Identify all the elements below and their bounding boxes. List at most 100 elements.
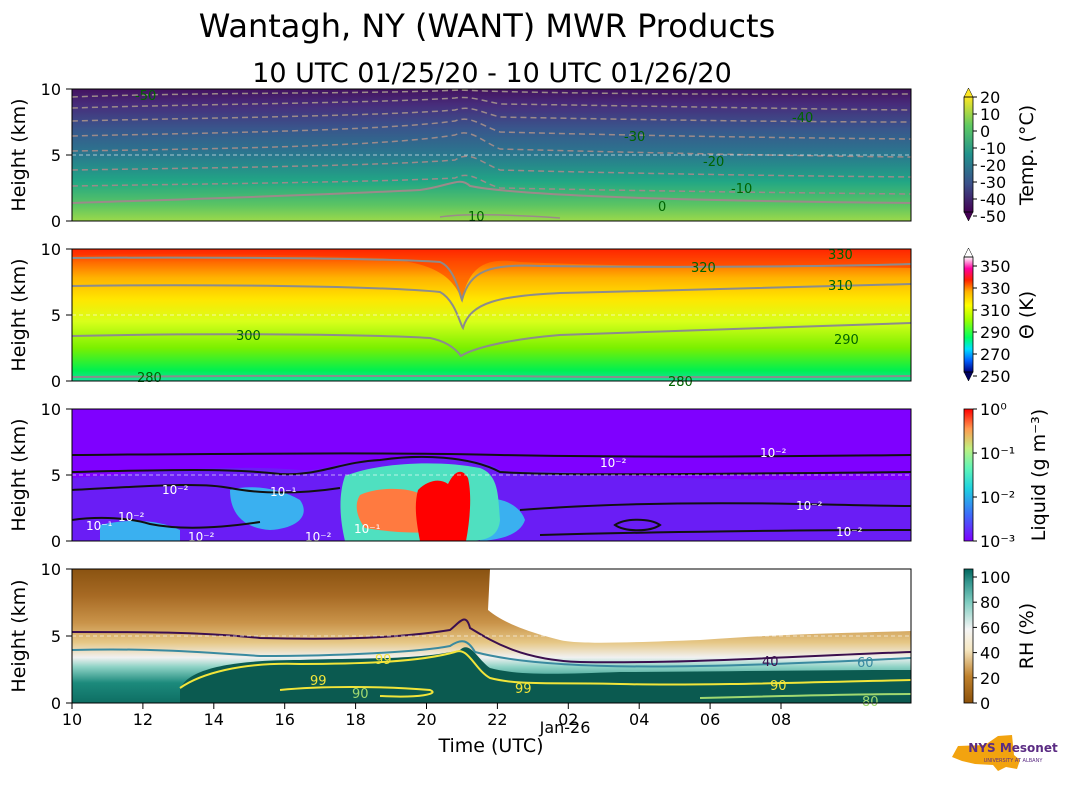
temp-contour-label: 10 [468, 210, 485, 225]
x-tick-label: 22 [487, 710, 507, 729]
colorbar-tick-label: -20 [980, 156, 1006, 175]
liquid-contour-label: 10⁻² [118, 510, 145, 524]
rh-saturated-layer [180, 647, 911, 703]
theta-panel: 280 300 290 310 320 330 280 0 5 10 Heigh… [8, 240, 912, 391]
figure-title: Wantagh, NY (WANT) MWR Products [199, 7, 775, 45]
theta-contour-label: 280 [668, 375, 693, 390]
colorbar-frame [963, 408, 974, 542]
theta-contour-label: 300 [236, 329, 261, 344]
y-tick-label: 10 [41, 80, 61, 99]
y-tick-label: 0 [51, 694, 61, 713]
rh-contour-label: 90 [770, 679, 787, 694]
colorbar-tick-label: 270 [980, 345, 1011, 364]
y-axis-label: Height (km) [8, 258, 30, 371]
liquid-red-core [415, 471, 471, 541]
theta-contour-label: 330 [828, 248, 853, 263]
rh-contour-label: 60 [857, 656, 874, 671]
temp-contour-label: -10 [731, 182, 752, 197]
temperature-panel: -50 -40 -30 -20 -10 0 10 0 5 10 Height (… [8, 80, 912, 231]
y-tick-label: 10 [41, 240, 61, 259]
figure-subtitle: 10 UTC 01/25/20 - 10 UTC 01/26/20 [252, 58, 732, 89]
theta-contour-label: 290 [834, 333, 859, 348]
y-tick-label: 5 [51, 146, 61, 165]
y-tick-label: 5 [51, 466, 61, 485]
liquid-colorbar: 10⁰ 10⁻¹ 10⁻² 10⁻³ Liquid (g m⁻³) [963, 400, 1050, 551]
colorbar-tick-label: 10⁻¹ [980, 444, 1015, 463]
x-tick-label: 02 [558, 710, 578, 729]
colorbar-gradient [964, 569, 973, 703]
x-tick-label: 14 [204, 710, 224, 729]
liquid-contour-label: 10⁻¹ [86, 519, 113, 533]
colorbar-gradient [964, 97, 973, 212]
colorbar-tick-label: -50 [980, 207, 1006, 226]
logo-text: NYS Mesonet [968, 741, 1058, 755]
x-tick-label: 18 [345, 710, 365, 729]
colorbar-tick-label: 100 [980, 568, 1011, 587]
theta-contour-label: 320 [691, 261, 716, 276]
colorbar-label: Θ (K) [1016, 291, 1038, 339]
colorbar-ticks: 100 80 60 40 20 0 [973, 568, 1011, 713]
rh-colorbar: 100 80 60 40 20 0 RH (%) [963, 568, 1038, 713]
y-tick-label: 10 [41, 560, 61, 579]
theta-contours [71, 256, 912, 379]
new-york-state-shape [952, 735, 1020, 771]
colorbar-extend-bottom [963, 211, 974, 222]
temperature-y-axis: 0 5 10 Height (km) [8, 80, 72, 231]
colorbar-tick-label: 40 [980, 644, 1000, 663]
temp-contour-label: -20 [703, 155, 724, 170]
colorbar-label: RH (%) [1016, 603, 1038, 669]
temperature-zero-contour [71, 180, 912, 204]
temp-contour-label: -40 [792, 111, 813, 126]
colorbar-tick-label: -10 [980, 139, 1006, 158]
rh-panel: 99 99 99 90 40 60 90 80 0 5 10 Height (k… [8, 560, 912, 713]
colorbar-tick-label: 20 [980, 669, 1000, 688]
x-date-label: Jan-26 [539, 718, 591, 737]
liquid-contours [71, 452, 912, 536]
x-tick-label: 12 [133, 710, 153, 729]
colorbar-tick-label: 0 [980, 694, 990, 713]
y-tick-label: 5 [51, 306, 61, 325]
theta-contour-label: 280 [137, 371, 162, 386]
x-tick-label: 20 [416, 710, 436, 729]
colorbar-tick-label: 330 [980, 279, 1011, 298]
colorbar-tick-label: 250 [980, 367, 1011, 386]
theta-upper-band [72, 249, 911, 300]
liquid-y-axis: 0 5 10 Height (km) [8, 400, 72, 551]
logo-subtext: UNIVERSITY AT ALBANY [984, 758, 1044, 764]
rh-contour-label: 90 [352, 687, 369, 702]
liquid-contour-label: 10⁻² [188, 530, 215, 544]
y-tick-label: 0 [51, 212, 61, 231]
liquid-contour-label: 10⁻² [600, 456, 627, 470]
liquid-panel: 10⁻² 10⁻¹ 10⁻² 10⁻² 10⁻² 10⁻² 10⁻² 10⁻¹ … [8, 400, 912, 551]
rh-contour-label: 99 [375, 653, 392, 668]
colorbar-gradient [964, 257, 973, 372]
colorbar-frame [963, 96, 974, 213]
colorbar-label: Liquid (g m⁻³) [1028, 409, 1050, 541]
x-axis-label: Time (UTC) [437, 735, 543, 757]
temperature-contours [71, 89, 912, 195]
rh-contour-label: 40 [762, 655, 779, 670]
x-axis: 10 12 14 16 18 20 22 02 04 06 08 [62, 703, 791, 729]
liquid-contour-label: 10⁻¹ [354, 522, 381, 536]
y-tick-label: 5 [51, 627, 61, 646]
theta-y-axis: 0 5 10 Height (km) [8, 240, 72, 391]
colorbar-frame [963, 568, 974, 704]
colorbar-tick-label: 10⁻² [980, 488, 1015, 507]
y-tick-label: 0 [51, 372, 61, 391]
liquid-contour-label: 10⁻² [305, 530, 332, 544]
colorbar-frame [963, 256, 974, 373]
colorbar-tick-label: 80 [980, 593, 1000, 612]
x-tick-label: 16 [275, 710, 295, 729]
rh-contour-label: 99 [515, 682, 532, 697]
temp-contour-label: 0 [658, 200, 666, 215]
y-axis-label: Height (km) [8, 98, 30, 211]
temp-contour-label: -30 [624, 130, 645, 145]
colorbar-tick-label: 350 [980, 257, 1011, 276]
x-tick-label: 04 [629, 710, 649, 729]
colorbar-extend-top [963, 87, 974, 98]
theta-contour-label: 310 [828, 279, 853, 294]
colorbar-gradient [964, 409, 973, 541]
y-axis-label: Height (km) [8, 579, 30, 692]
liquid-contour-label: 10⁻¹ [270, 485, 297, 499]
